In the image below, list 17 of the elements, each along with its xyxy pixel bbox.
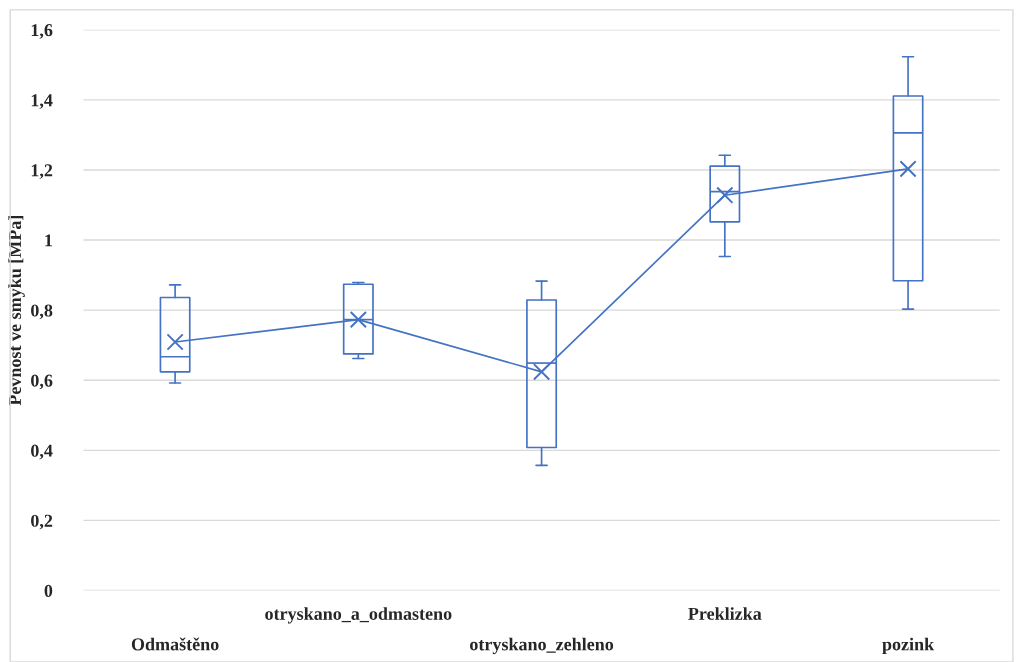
x-tick-label: Preklizka: [688, 607, 762, 620]
y-tick-label: 1,6: [31, 24, 53, 39]
y-tick-label: 0,4: [31, 444, 53, 460]
y-tick-label: 1,2: [31, 164, 53, 180]
y-tick-label: 1,4: [31, 94, 53, 109]
y-tick-label: 0: [44, 584, 53, 597]
x-tick-label: otryskano_zehleno: [470, 637, 614, 655]
y-tick-label: 0,8: [31, 304, 53, 320]
x-tick-label: otryskano_a_odmasteno: [265, 607, 452, 624]
point: [899, 160, 917, 178]
x-tick-label: Odmaštěno: [131, 637, 219, 651]
y-tick-label: 0,6: [31, 374, 53, 390]
point: [166, 333, 184, 351]
x-tick-label: pozink: [882, 637, 935, 655]
y-axis-title: Pevnost ve smyku [MPa]: [8, 215, 25, 406]
y-tick-label: 0,2: [31, 514, 53, 530]
y-tick-label: 1: [45, 234, 52, 247]
